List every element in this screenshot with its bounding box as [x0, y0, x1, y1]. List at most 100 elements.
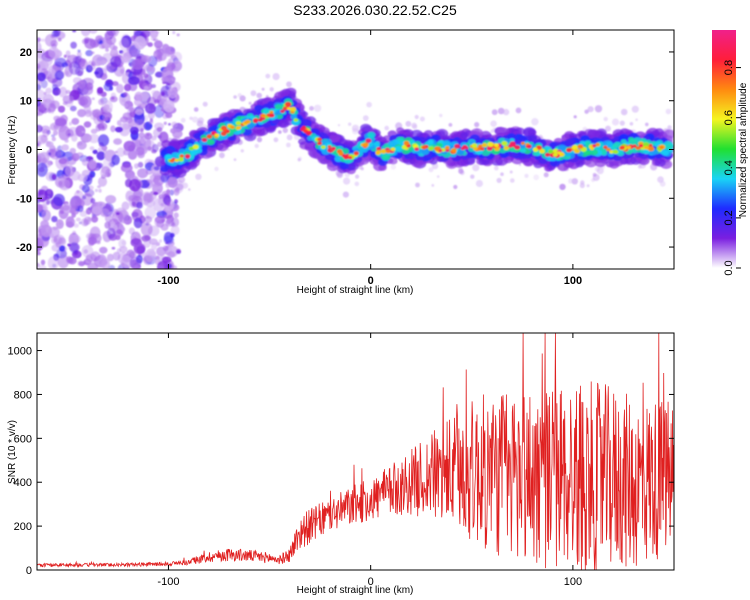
heatmap-cell — [37, 72, 46, 82]
heatmap-cell — [75, 217, 81, 222]
heatmap-cell — [258, 118, 263, 122]
heatmap-cell — [103, 60, 107, 64]
heatmap-cell — [515, 107, 522, 114]
heatmap-cell — [171, 121, 178, 128]
heatmap-cell — [40, 259, 46, 266]
heatmap-cell — [37, 203, 44, 213]
heatmap-cell — [246, 122, 255, 129]
heatmap-cell — [88, 236, 97, 245]
heatmap-cell — [47, 189, 52, 195]
colorbar-tick-label: 0.6 — [723, 110, 735, 125]
heatmap-cell — [155, 71, 164, 78]
heatmap-cell — [390, 164, 397, 170]
colorbar-label: Normalized spectral amplitude — [738, 82, 749, 217]
heatmap-cell — [575, 161, 584, 168]
heatmap-cell — [71, 117, 80, 125]
heatmap-cell — [67, 243, 71, 247]
heatmap-cell — [53, 130, 58, 136]
heatmap-cell — [69, 121, 72, 126]
heatmap-cell — [49, 233, 54, 239]
heatmap-cell — [573, 115, 577, 119]
heatmap-y-tick-label: 0 — [26, 145, 32, 157]
heatmap-cell — [164, 46, 176, 57]
heatmap-cell — [470, 174, 475, 179]
heatmap-cell — [124, 83, 132, 92]
heatmap-x-ticks: -100 0 100 — [157, 30, 582, 287]
heatmap-cell — [51, 136, 56, 142]
heatmap-cell — [95, 162, 104, 169]
heatmap-cell — [635, 146, 641, 150]
heatmap-cell — [121, 226, 126, 232]
heatmap-cell — [73, 223, 79, 228]
heatmap-cell — [112, 211, 124, 224]
heatmap-cell — [66, 55, 71, 58]
heatmap-cell — [154, 104, 165, 118]
heatmap-cell — [168, 123, 171, 126]
heatmap-cell — [586, 184, 590, 188]
heatmap-cell — [128, 178, 141, 192]
heatmap-cell — [206, 134, 213, 139]
heatmap-cell — [375, 150, 382, 155]
heatmap-cell — [37, 48, 47, 59]
heatmap-cell — [558, 144, 566, 151]
heatmap-cell — [161, 67, 174, 82]
colorbar-ticks: 0.0 0.2 0.4 0.6 0.8 — [723, 60, 741, 276]
snr-y-ticks: 0 200 400 600 800 1000 — [8, 346, 674, 577]
heatmap-cell — [142, 201, 149, 206]
heatmap-cell — [99, 246, 108, 254]
heatmap-cell — [114, 82, 118, 86]
heatmap-cell — [105, 48, 109, 52]
heatmap-cell — [122, 102, 129, 108]
heatmap-cell — [151, 178, 163, 188]
heatmap-cell — [149, 238, 158, 245]
heatmap-cell — [278, 130, 282, 134]
heatmap-cell — [129, 49, 140, 58]
snr-frame — [36, 332, 675, 571]
heatmap-cell — [94, 188, 99, 193]
heatmap-cell — [92, 206, 102, 215]
heatmap-cell — [202, 101, 208, 107]
heatmap-cell — [325, 153, 334, 161]
heatmap-cell — [637, 164, 642, 169]
heatmap-cell — [161, 91, 165, 96]
heatmap-cell — [592, 174, 600, 181]
heatmap-cell — [282, 127, 288, 134]
heatmap-cell — [116, 229, 123, 235]
heatmap-cell — [61, 204, 70, 211]
heatmap-cell — [269, 110, 274, 114]
heatmap-cell — [59, 222, 63, 226]
heatmap-cell — [131, 211, 139, 218]
heatmap-cell — [313, 104, 322, 113]
heatmap-cell — [448, 123, 453, 127]
heatmap-cell — [121, 98, 126, 103]
heatmap-cell — [143, 238, 151, 248]
heatmap-cell — [661, 150, 669, 156]
heatmap-cell — [121, 262, 125, 267]
heatmap-cell — [153, 191, 159, 196]
heatmap-cell — [642, 142, 650, 147]
heatmap-cell — [64, 139, 69, 143]
heatmap-cell — [129, 126, 139, 135]
heatmap-cell — [166, 202, 171, 207]
heatmap-cell — [37, 83, 41, 91]
heatmap-cell — [293, 118, 299, 122]
heatmap-cell — [40, 38, 46, 42]
heatmap-cell — [64, 165, 75, 177]
heatmap-y-tick-label: 20 — [20, 47, 32, 59]
heatmap-cell — [72, 56, 82, 64]
heatmap-cell — [65, 50, 71, 57]
snr-series-line — [37, 333, 674, 570]
heatmap-cell — [458, 168, 464, 174]
heatmap-cell — [632, 144, 637, 148]
heatmap-cell — [43, 99, 48, 103]
heatmap-cell — [166, 189, 171, 194]
heatmap-cell — [161, 256, 172, 264]
heatmap-cell — [97, 185, 101, 189]
heatmap-cell — [421, 145, 427, 150]
heatmap-cell — [256, 137, 263, 143]
heatmap-cell — [101, 145, 108, 151]
heatmap-cell — [605, 125, 611, 132]
heatmap-cell — [59, 156, 70, 168]
heatmap-cell — [97, 176, 108, 187]
heatmap-cell — [90, 198, 96, 204]
